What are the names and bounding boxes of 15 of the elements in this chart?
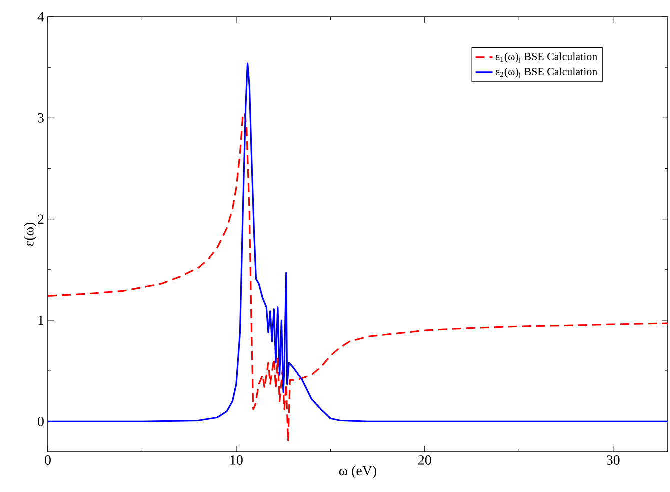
legend-label: ε$_{2}$(ω)$_{j}$ BSE Calculation (496, 68, 598, 79)
y-tick-label: 2 (38, 214, 44, 224)
legend-label: ε$_{1}$(ω)$_{j}$ BSE Calculation (496, 52, 598, 64)
line-series (48, 112, 668, 443)
y-tick-label: 3 (38, 113, 44, 123)
x-tick-label: 10 (230, 456, 243, 465)
y-axis-title: ε(ω) (24, 222, 37, 246)
y-tick-label: 1 (38, 316, 44, 326)
y-tick-label: 4 (38, 12, 44, 22)
x-tick-label: 0 (45, 456, 51, 465)
y-tick-label: 0 (38, 416, 44, 426)
x-tick-label: 30 (607, 456, 620, 465)
x-axis-title: ω (eV) (339, 466, 376, 478)
x-tick-label: 20 (418, 456, 432, 465)
line-series (48, 62, 668, 422)
